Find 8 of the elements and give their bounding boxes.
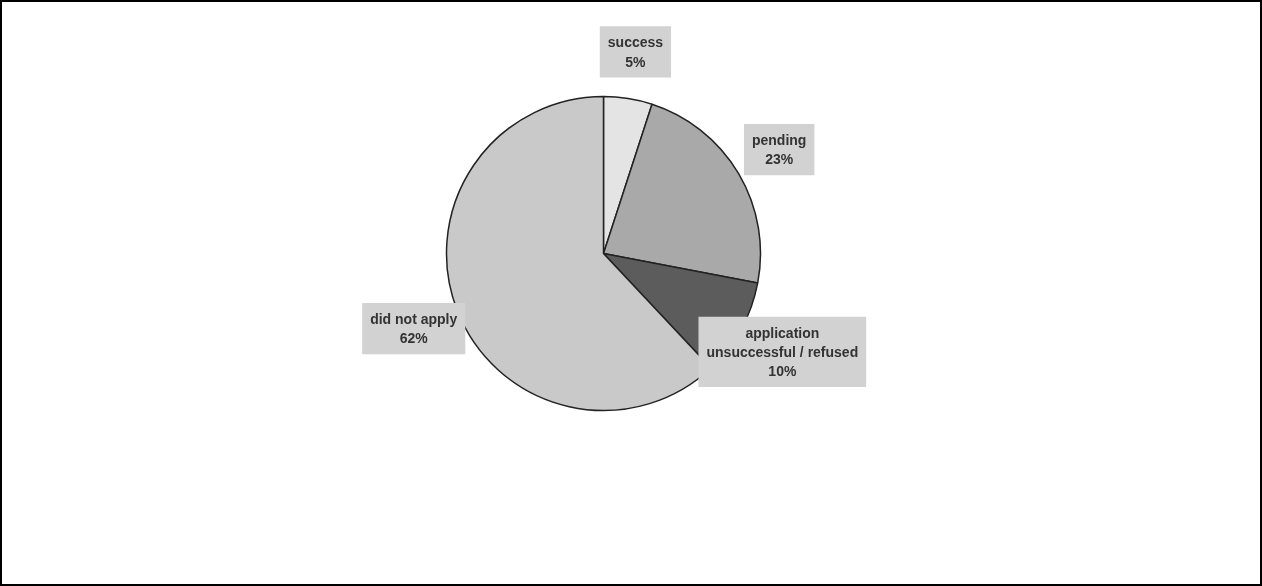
- data-label: 5%: [625, 53, 647, 70]
- slice-label: did not apply: [370, 311, 458, 328]
- slice-label: pending: [751, 132, 807, 148]
- slice-label: success: [607, 34, 664, 51]
- data-label: 62%: [399, 330, 429, 347]
- data-label: 23%: [765, 151, 794, 168]
- data-label: 10%: [768, 363, 797, 380]
- slice-label: application unsuccessful / refused: [706, 324, 859, 360]
